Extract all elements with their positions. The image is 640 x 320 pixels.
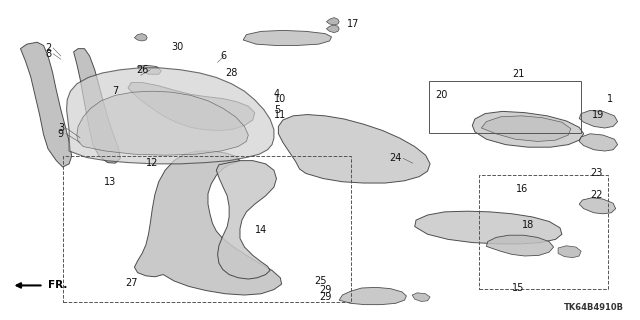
Bar xyxy=(63,156,351,302)
Polygon shape xyxy=(278,115,430,183)
Text: 6: 6 xyxy=(221,51,227,61)
Text: 1: 1 xyxy=(607,93,613,104)
Polygon shape xyxy=(472,111,584,147)
Polygon shape xyxy=(579,110,618,128)
Text: 18: 18 xyxy=(522,220,534,230)
Polygon shape xyxy=(579,134,618,151)
Polygon shape xyxy=(20,42,72,167)
Polygon shape xyxy=(579,198,616,214)
Bar xyxy=(429,81,581,133)
Polygon shape xyxy=(77,91,248,155)
Polygon shape xyxy=(415,211,562,244)
Text: 15: 15 xyxy=(513,283,525,293)
Polygon shape xyxy=(243,30,332,45)
Text: 7: 7 xyxy=(112,86,118,96)
Text: 14: 14 xyxy=(255,225,268,235)
Text: 24: 24 xyxy=(390,153,402,164)
Text: 4: 4 xyxy=(274,89,280,100)
Polygon shape xyxy=(138,65,161,74)
Text: 16: 16 xyxy=(516,184,528,194)
Polygon shape xyxy=(339,287,406,305)
Text: 30: 30 xyxy=(172,42,184,52)
Text: 27: 27 xyxy=(125,278,138,288)
Polygon shape xyxy=(67,68,274,164)
Polygon shape xyxy=(326,18,339,25)
Bar xyxy=(479,175,608,289)
Polygon shape xyxy=(74,49,120,163)
Text: 21: 21 xyxy=(513,69,525,79)
Polygon shape xyxy=(412,293,430,301)
Text: 12: 12 xyxy=(147,157,159,168)
Text: 20: 20 xyxy=(436,90,448,100)
Text: 3: 3 xyxy=(58,123,64,133)
Text: 29: 29 xyxy=(319,284,332,295)
Text: 9: 9 xyxy=(58,129,64,139)
Text: 2: 2 xyxy=(45,43,51,53)
Polygon shape xyxy=(128,83,255,131)
Text: 10: 10 xyxy=(274,94,286,104)
Polygon shape xyxy=(134,34,147,41)
Text: FR.: FR. xyxy=(48,280,67,291)
Text: 25: 25 xyxy=(314,276,326,286)
Text: 22: 22 xyxy=(590,190,603,200)
Text: 17: 17 xyxy=(348,19,360,29)
Text: TK64B4910B: TK64B4910B xyxy=(564,303,624,312)
Polygon shape xyxy=(486,235,554,256)
Polygon shape xyxy=(326,25,339,33)
Text: 26: 26 xyxy=(137,65,149,75)
Text: 23: 23 xyxy=(591,168,603,179)
Text: 8: 8 xyxy=(45,49,51,59)
Polygon shape xyxy=(216,161,276,279)
Polygon shape xyxy=(134,151,282,295)
Polygon shape xyxy=(481,116,571,141)
Polygon shape xyxy=(558,246,581,258)
Text: 13: 13 xyxy=(104,177,116,187)
Text: 11: 11 xyxy=(274,110,286,120)
Text: 19: 19 xyxy=(592,109,604,120)
Text: 28: 28 xyxy=(225,68,237,78)
Text: 5: 5 xyxy=(274,105,280,116)
Text: 29: 29 xyxy=(319,292,332,302)
